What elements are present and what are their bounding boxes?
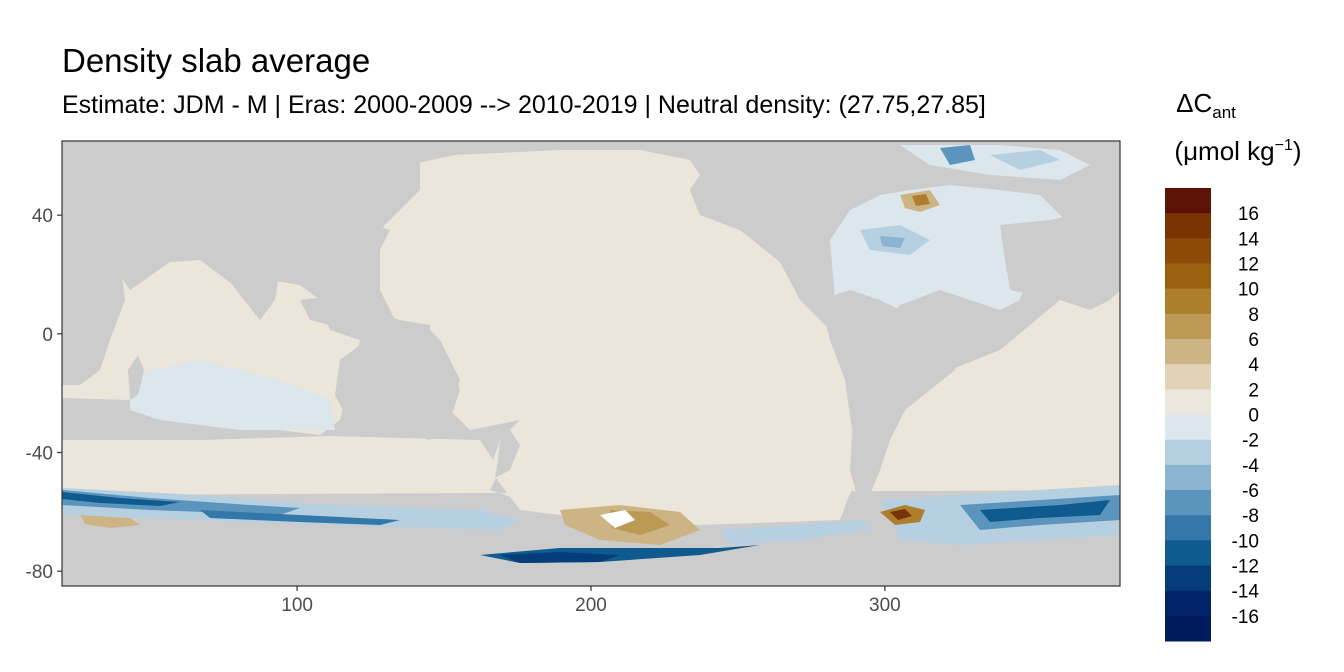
antarctica-land [62,525,1120,586]
nordic-blue [940,145,975,165]
legend-label: 16 [1238,204,1259,225]
legend-color-swatch [1165,389,1211,415]
legend-label: 6 [1248,330,1259,351]
legend-label: -14 [1232,582,1260,603]
legend-label: -4 [1242,456,1259,477]
legend: ΔCant (μmol kg−1) 16 14 12 10 8 6 4 2 0 -2 -4 -6 -8 -… [1165,88,1302,642]
legend-label: 8 [1248,305,1259,326]
legend-labels: 16 14 12 10 8 6 4 2 0 -2 -4 -6 -8 -10 -12 -14 -16 [1232,204,1260,628]
legend-units-post: ) [1293,136,1302,166]
legend-color-swatch [1165,263,1211,290]
legend-color-swatch [1165,238,1211,264]
africa-land [1000,210,1120,310]
asia-land [140,141,420,300]
legend-title-main: ΔC [1176,88,1212,118]
legend-color-swatch [1165,590,1211,617]
legend-color-swatch [1165,288,1211,315]
labrador-brown-2 [912,194,930,206]
legend-label: -2 [1242,431,1259,452]
north-america-land [690,141,900,290]
legend-label: 2 [1248,380,1259,401]
ross-sea-white [600,510,635,528]
amundsen-band [720,520,870,545]
madagascar-land [128,355,144,400]
legend-color-swatch [1165,213,1211,239]
southern-ocean-band-w2 [62,490,300,515]
legend-colorbar [1165,188,1211,642]
y-tick-label: 0 [42,325,53,346]
southern-ocean-band-w5 [80,515,140,528]
maritime-continent [300,295,430,340]
africa-land-east [62,141,150,260]
legend-color-swatch [1165,439,1211,466]
new-zealand-land [495,430,520,478]
legend-color-swatch [1165,490,1211,516]
legend-label: -16 [1232,607,1259,628]
legend-color-swatch [1165,414,1211,441]
x-tick-label: 100 [281,595,313,616]
legend-units-sup: −1 [1275,137,1293,154]
africa-south [62,255,125,385]
chart-title: Density slab average [62,42,371,79]
legend-color-swatch [1165,565,1211,592]
ocean-southern-band [62,375,1120,505]
legend-title-sub: ant [1212,103,1236,122]
legend-color-swatch [1165,188,1211,214]
legend-label: -10 [1232,531,1259,552]
y-tick-label: -40 [26,444,53,465]
legend-units-pre: (μmol kg [1174,136,1274,166]
legend-label: 10 [1238,280,1259,301]
legend-units: (μmol kg−1) [1174,136,1301,166]
legend-title: ΔCant [1176,88,1236,122]
ocean-pacific-region [360,150,856,525]
india-land [220,250,280,320]
chart-subtitle: Estimate: JDM - M | Eras: 2000-2009 --> … [62,91,986,119]
indian-cool-band [130,360,335,430]
legend-color-swatch [1165,615,1211,642]
map-layer [62,141,1120,586]
legend-label: -6 [1242,481,1259,502]
nordic-blue-2 [990,150,1060,170]
y-tick-label: 40 [32,206,53,227]
legend-label: 14 [1238,229,1260,250]
legend-color-swatch [1165,313,1211,340]
legend-label: -8 [1242,506,1259,527]
legend-label: 12 [1238,255,1259,276]
x-tick-label: 300 [869,595,901,616]
southern-ocean-band-w3 [62,492,180,506]
legend-label: 4 [1248,355,1259,376]
legend-color-swatch [1165,364,1211,390]
legend-color-swatch [1165,339,1211,365]
x-tick-label: 200 [575,595,607,616]
legend-color-swatch [1165,515,1211,541]
legend-label: 0 [1248,406,1259,427]
north-atlantic-band-3 [880,236,905,248]
legend-label: -12 [1232,557,1259,578]
legend-color-swatch [1165,464,1211,491]
weddell-brown-2 [890,509,912,520]
southern-ocean-band-w4 [200,510,400,525]
australia-land [335,335,460,440]
greenland-land [850,141,905,190]
ocean-south-atlantic [895,290,1120,420]
y-tick-label: -80 [26,562,53,583]
south-america-land [820,290,960,500]
legend-color-swatch [1165,540,1211,566]
weddell-band-3 [980,500,1110,522]
ross-sea-band-2 [500,552,620,563]
